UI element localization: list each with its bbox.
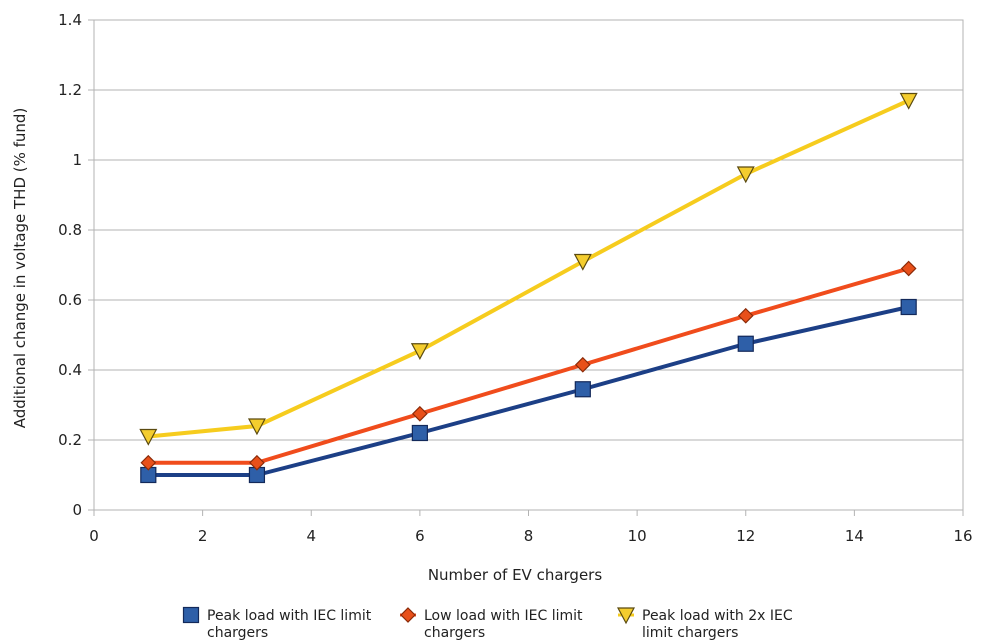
legend-label-line: limit chargers xyxy=(642,625,738,641)
series-2-point xyxy=(574,356,591,373)
series-3 xyxy=(139,92,918,446)
y-tick-labels: 0 0.2 0.4 0.6 0.8 1 1.2 1.4 xyxy=(58,11,82,519)
series-3-point xyxy=(247,418,266,436)
y-tick-label: 0.2 xyxy=(58,431,82,449)
series-3-point xyxy=(899,92,918,110)
x-tick-labels: 0 2 4 6 8 10 12 14 16 xyxy=(89,527,972,545)
y-tick-label: 1.4 xyxy=(58,11,82,29)
series-2-line xyxy=(148,266,910,465)
y-tick-label: 0.4 xyxy=(58,361,82,379)
series-3-point xyxy=(736,166,755,184)
y-tick-label: 0.6 xyxy=(58,291,82,309)
legend-swatch-marker xyxy=(617,607,635,625)
series-1-point xyxy=(900,298,917,316)
axes xyxy=(88,19,964,516)
x-tick-label: 10 xyxy=(628,527,647,545)
series-1-point xyxy=(737,335,754,352)
series-2-point xyxy=(412,405,428,422)
x-tick-label: 6 xyxy=(415,527,425,545)
x-tick-label: 8 xyxy=(524,527,534,545)
x-tick-label: 0 xyxy=(89,527,99,545)
legend-label-line: Low load with IEC limit xyxy=(424,608,583,624)
series-1-point xyxy=(574,381,591,398)
x-tick-label: 2 xyxy=(198,527,208,545)
series-3-point xyxy=(410,343,429,361)
legend-label-line: Peak load with IEC limit xyxy=(207,608,372,624)
y-tick-label: 1.2 xyxy=(58,81,82,99)
x-tick-label: 16 xyxy=(953,527,972,545)
series-lines xyxy=(139,92,918,484)
series-1-line xyxy=(148,305,910,477)
y-axis-title: Additional change in voltage THD (% fund… xyxy=(11,108,29,429)
series-2-point xyxy=(737,307,754,324)
x-axis-title: Number of EV chargers xyxy=(428,566,603,584)
series-2-point xyxy=(249,454,265,471)
series-3-point xyxy=(139,428,158,446)
y-tick-label: 0.8 xyxy=(58,221,82,239)
series-3-point xyxy=(573,253,592,271)
legend-label-line: chargers xyxy=(207,625,268,641)
y-tick-label: 0 xyxy=(72,501,82,519)
series-1-point xyxy=(411,424,428,442)
x-tick-label: 14 xyxy=(845,527,864,545)
series-3-line xyxy=(148,98,910,439)
x-tick-label: 4 xyxy=(306,527,316,545)
grid-lines xyxy=(94,89,963,441)
y-tick-label: 1 xyxy=(72,151,82,169)
series-1 xyxy=(140,298,917,484)
series-2-point xyxy=(140,454,157,471)
legend-swatch-marker xyxy=(400,607,416,623)
legend-label-line: chargers xyxy=(424,625,485,641)
legend-label-line: Peak load with 2x IEC xyxy=(642,608,793,624)
series-2 xyxy=(140,260,917,471)
series-2-point xyxy=(900,260,917,277)
plot-area-border xyxy=(93,19,964,511)
legend-swatch-marker xyxy=(182,606,200,624)
x-tick-label: 12 xyxy=(736,527,755,545)
